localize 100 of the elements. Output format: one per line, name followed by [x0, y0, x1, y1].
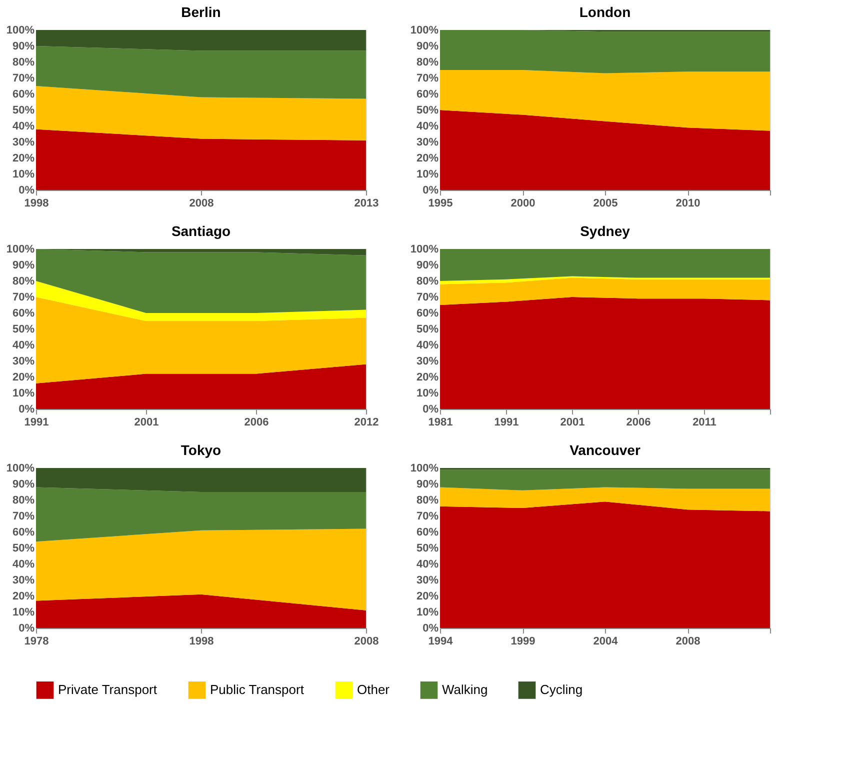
x-tick-label: 1998	[189, 636, 214, 648]
x-tick-label: 2005	[593, 198, 618, 210]
y-tick-label: 80%	[416, 494, 439, 506]
y-tick-label: 20%	[416, 372, 439, 384]
x-tick-label: 2008	[354, 636, 379, 648]
chart-title: Berlin	[181, 4, 221, 20]
y-tick-label: 10%	[12, 168, 35, 180]
x-tick-label: 2012	[354, 416, 379, 428]
chart-title: Vancouver	[570, 442, 641, 458]
x-tick-label: 2000	[510, 198, 536, 210]
y-tick-label: 10%	[416, 388, 439, 400]
y-tick-label: 50%	[416, 104, 439, 116]
y-tick-label: 0%	[422, 622, 439, 634]
y-tick-label: 40%	[416, 340, 439, 352]
y-tick-label: 60%	[416, 308, 439, 320]
x-tick-label: 2008	[676, 636, 700, 648]
y-tick-label: 30%	[416, 574, 439, 586]
y-tick-label: 10%	[416, 168, 439, 180]
y-tick-label: 40%	[12, 340, 35, 352]
y-tick-label: 0%	[422, 404, 439, 416]
y-tick-label: 0%	[18, 404, 35, 416]
x-tick-label: 1995	[428, 198, 453, 210]
y-tick-label: 60%	[12, 308, 35, 320]
y-tick-label: 50%	[12, 324, 35, 336]
x-tick-label: 2006	[626, 416, 651, 428]
x-tick-label: 1991	[24, 416, 49, 428]
chart-title: Sydney	[580, 223, 630, 239]
x-tick-label: 2010	[676, 198, 700, 210]
y-tick-label: 80%	[416, 276, 439, 288]
y-tick-label: 50%	[416, 542, 439, 554]
chart-title: Tokyo	[180, 442, 222, 458]
y-tick-label: 20%	[12, 372, 35, 384]
y-tick-label: 100%	[410, 244, 439, 256]
x-tick-label: 2001	[560, 416, 585, 428]
y-tick-label: 60%	[12, 526, 35, 538]
x-tick-label: 2013	[354, 198, 379, 210]
x-tick-label: 2004	[593, 636, 619, 648]
y-tick-label: 60%	[416, 526, 439, 538]
y-tick-label: 50%	[416, 324, 439, 336]
y-tick-label: 40%	[12, 120, 35, 132]
x-tick-label: 2001	[134, 416, 159, 428]
y-tick-label: 10%	[416, 606, 439, 618]
y-tick-label: 90%	[12, 478, 35, 490]
y-tick-label: 90%	[416, 260, 439, 272]
y-tick-label: 30%	[12, 356, 35, 368]
y-tick-label: 80%	[12, 276, 35, 288]
y-tick-label: 30%	[12, 136, 35, 148]
legend-label: Other	[357, 682, 390, 698]
y-tick-label: 70%	[416, 292, 439, 304]
x-tick-label: 1994	[428, 636, 454, 648]
y-tick-label: 90%	[12, 40, 35, 52]
y-tick-label: 70%	[12, 510, 35, 522]
x-tick-label: 1998	[24, 198, 49, 210]
x-tick-label: 1999	[510, 636, 536, 648]
y-tick-label: 80%	[12, 56, 35, 68]
y-tick-label: 90%	[416, 478, 439, 490]
x-tick-label: 1991	[494, 416, 519, 428]
y-tick-label: 10%	[12, 606, 35, 618]
y-tick-label: 10%	[12, 388, 35, 400]
y-tick-label: 80%	[12, 494, 35, 506]
legend-label: Private Transport	[58, 682, 158, 698]
y-tick-label: 70%	[12, 72, 35, 84]
x-tick-label: 2008	[189, 198, 214, 210]
y-tick-label: 50%	[12, 104, 35, 116]
y-tick-label: 30%	[12, 574, 35, 586]
y-tick-label: 70%	[416, 72, 439, 84]
y-tick-label: 0%	[422, 184, 439, 196]
y-tick-label: 30%	[416, 356, 439, 368]
y-tick-label: 60%	[12, 88, 35, 100]
y-tick-label: 20%	[12, 152, 35, 164]
y-tick-label: 100%	[410, 24, 439, 36]
y-tick-label: 60%	[416, 88, 439, 100]
y-tick-label: 70%	[416, 510, 439, 522]
y-tick-label: 30%	[416, 136, 439, 148]
legend-label: Public Transport	[210, 682, 304, 698]
y-tick-label: 80%	[416, 56, 439, 68]
y-tick-label: 40%	[416, 120, 439, 132]
y-tick-label: 20%	[12, 590, 35, 602]
legend-label: Cycling	[540, 682, 583, 698]
y-tick-label: 20%	[416, 152, 439, 164]
y-tick-label: 20%	[416, 590, 439, 602]
y-tick-label: 90%	[416, 40, 439, 52]
y-tick-label: 70%	[12, 292, 35, 304]
x-tick-label: 2011	[692, 416, 716, 428]
y-tick-label: 0%	[18, 184, 35, 196]
legend-label: Walking	[442, 682, 488, 698]
y-tick-label: 100%	[6, 24, 35, 36]
chart-title: Santiago	[171, 223, 231, 239]
x-tick-label: 2006	[244, 416, 269, 428]
y-tick-label: 40%	[416, 558, 439, 570]
y-tick-label: 40%	[12, 558, 35, 570]
y-tick-label: 100%	[410, 462, 439, 474]
y-tick-label: 100%	[6, 244, 35, 256]
y-tick-label: 100%	[6, 462, 35, 474]
y-tick-label: 0%	[18, 622, 35, 634]
x-tick-label: 1978	[24, 636, 49, 648]
y-tick-label: 90%	[12, 260, 35, 272]
y-tick-label: 50%	[12, 542, 35, 554]
chart-title: London	[579, 4, 631, 20]
x-tick-label: 1981	[428, 416, 453, 428]
